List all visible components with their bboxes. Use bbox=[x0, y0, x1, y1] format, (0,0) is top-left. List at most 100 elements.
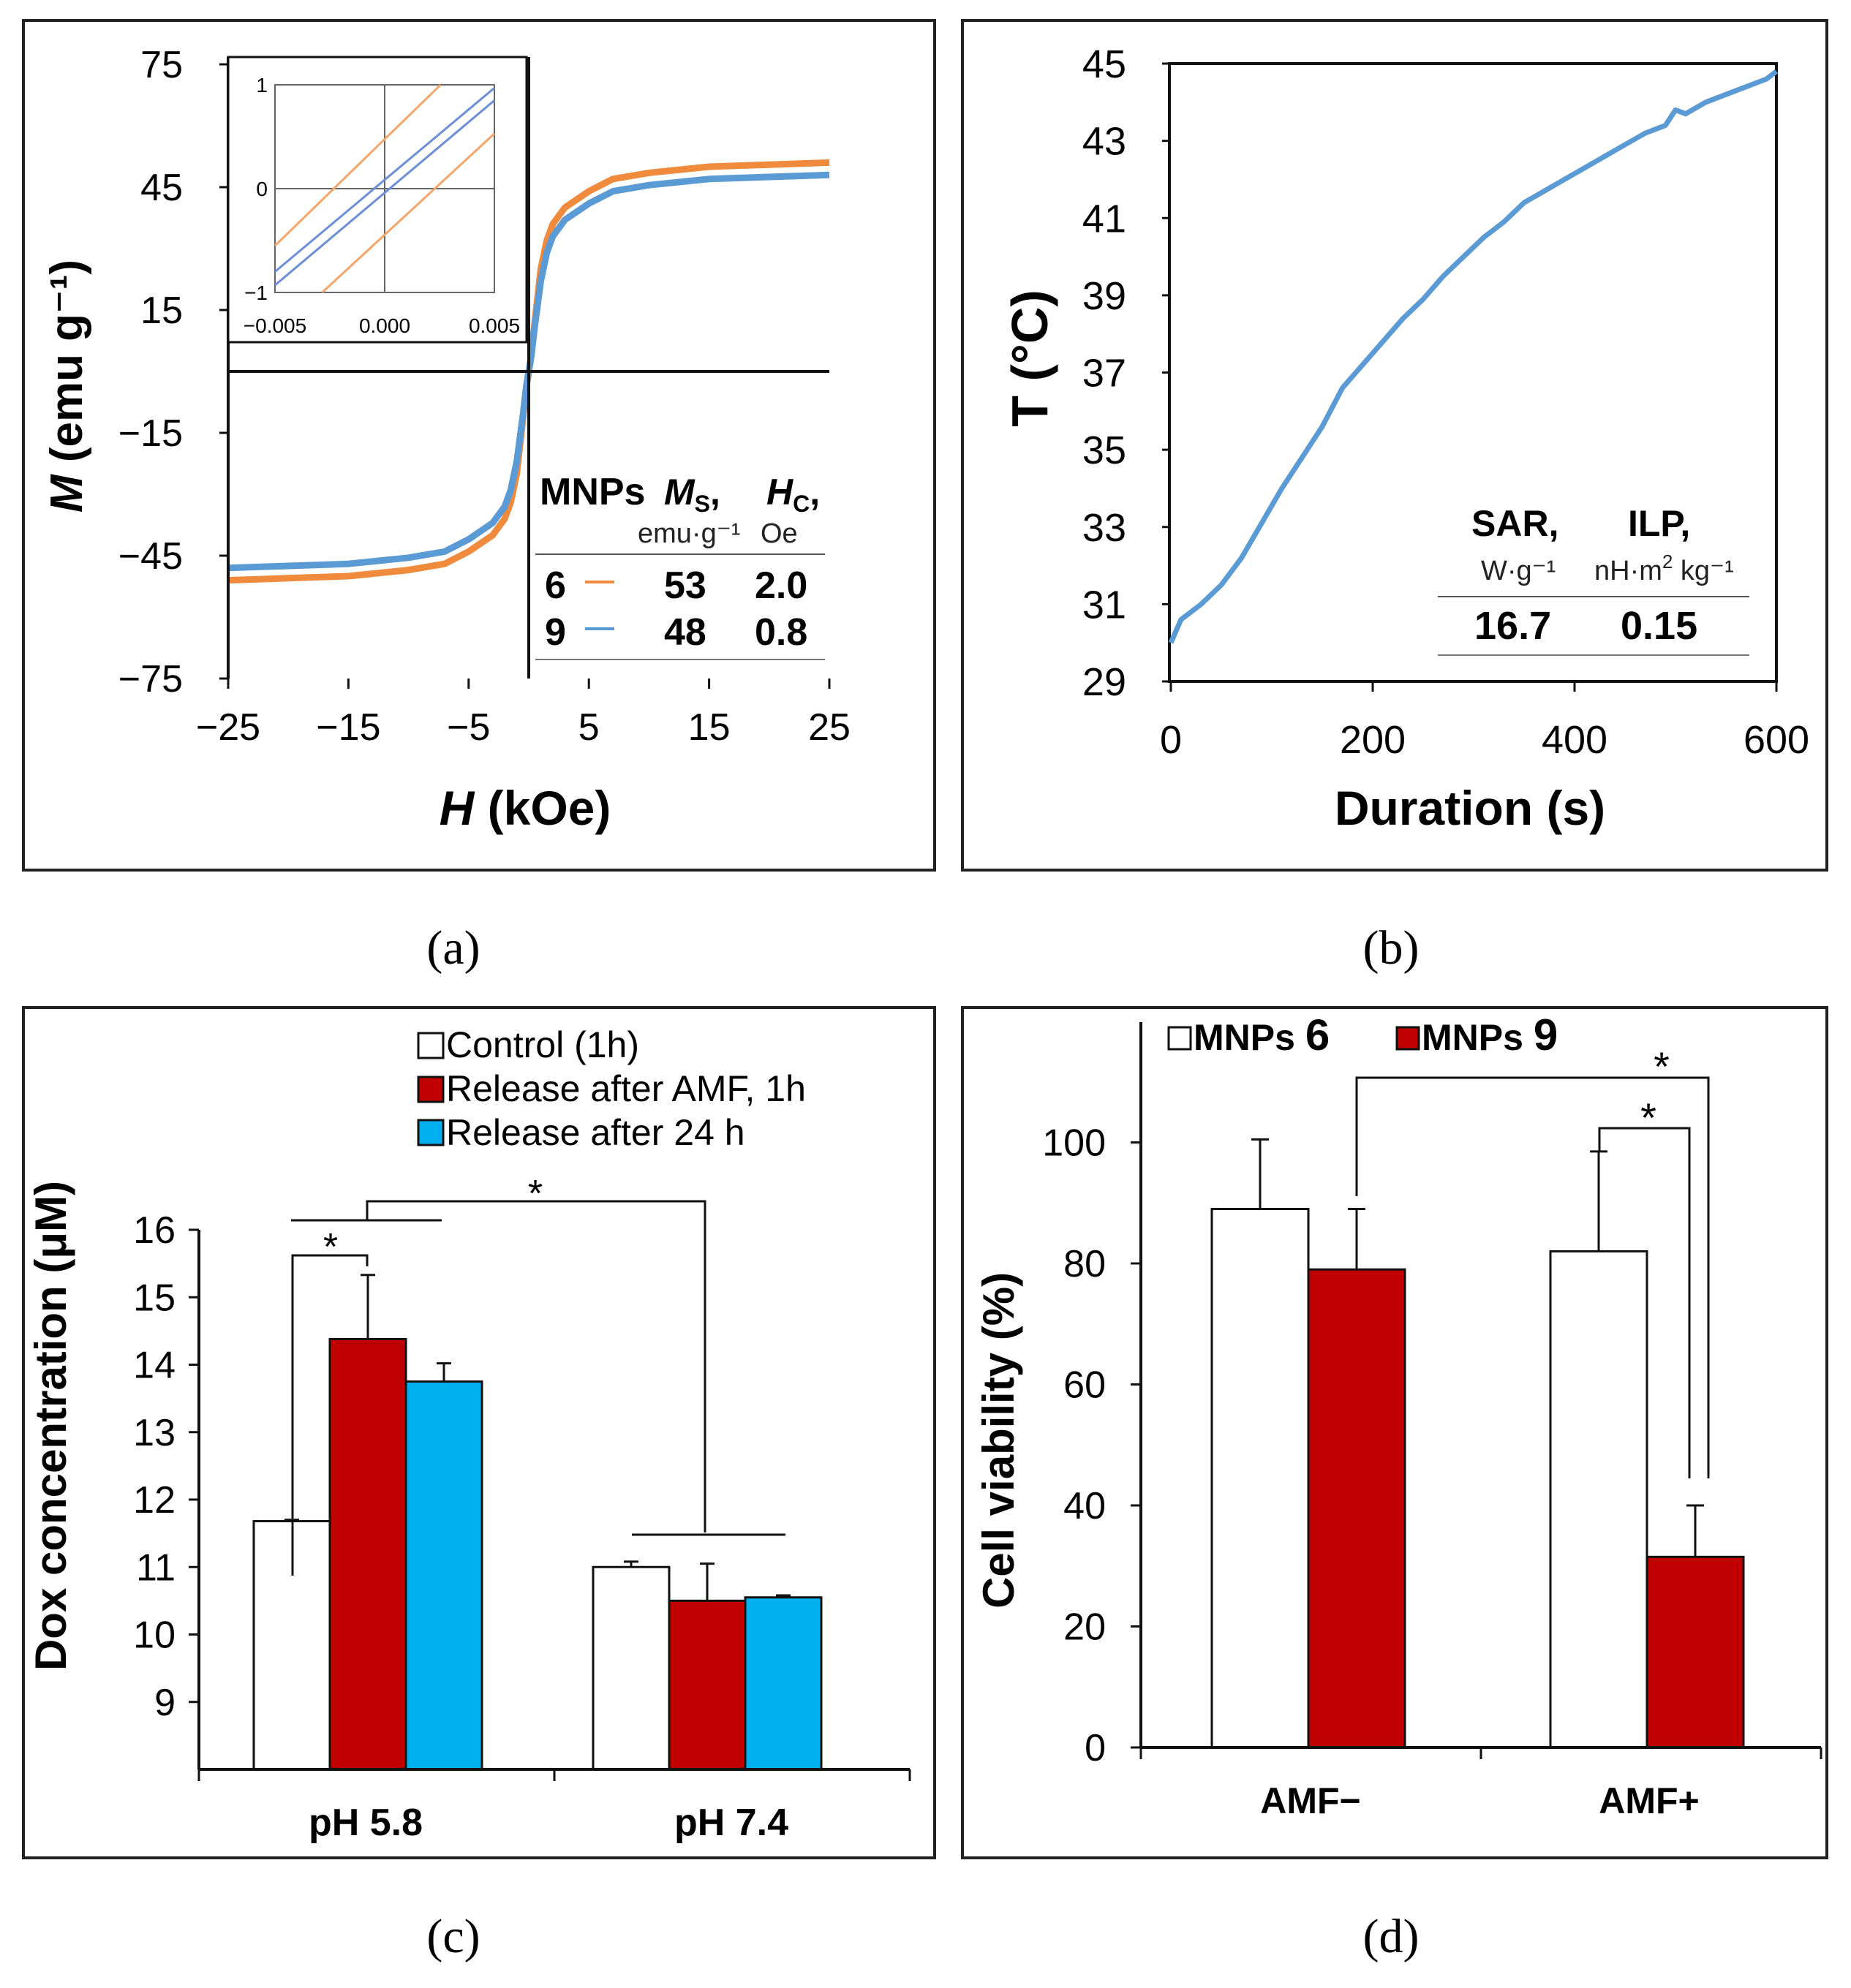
d-ylabel: Cell viability (%) bbox=[974, 1272, 1023, 1609]
c-bar bbox=[744, 1596, 823, 1771]
a-inset-x-tick-label: −0.005 bbox=[244, 314, 306, 337]
b-x-tick-label: 400 bbox=[1542, 718, 1607, 762]
c-axes: 16 15 14 13 12 11 10 9 pH 5.8 pH 7.4 bbox=[133, 1209, 911, 1844]
a-inset-series-line bbox=[274, 87, 495, 273]
b-series-group bbox=[1168, 69, 1779, 644]
b-y-tick-label: 35 bbox=[1082, 428, 1126, 472]
a-hc-sub: C bbox=[793, 491, 810, 517]
d-legend-num-0: 6 bbox=[1305, 1010, 1330, 1059]
a-hc-italic: H bbox=[766, 472, 793, 513]
a-y-tick-label: 75 bbox=[140, 44, 183, 86]
a-table: MNPs MS, HC, emu·g⁻¹ Oe 6 53 2.0 9 48 0.… bbox=[535, 471, 825, 660]
panel-a: −25 −15 −5 5 15 25 75 45 15 −15 −45 −75 −0.005 0.000… bbox=[22, 19, 936, 975]
b-y-tick-label: 43 bbox=[1082, 120, 1126, 164]
b-u2-sup: 2 bbox=[1662, 551, 1673, 572]
d-bar bbox=[1549, 1250, 1648, 1749]
b-table-v1: 16.7 bbox=[1474, 604, 1551, 648]
d-legend-swatch-1 bbox=[1395, 1026, 1420, 1051]
b-plot-frame bbox=[1168, 62, 1778, 683]
d-bracket-outer bbox=[1355, 1076, 1710, 1478]
d-y-tick-label: 40 bbox=[1063, 1485, 1106, 1527]
c-y-tick-label: 12 bbox=[133, 1479, 176, 1522]
a-inset-x-tick-label: 0.005 bbox=[469, 314, 520, 337]
a-table-header-hc: HC, bbox=[766, 472, 820, 517]
d-bar bbox=[1210, 1208, 1310, 1749]
a-x-tick-label: −15 bbox=[316, 706, 380, 749]
a-xlabel-rest: (kOe) bbox=[474, 781, 611, 835]
a-y-tick-label: 15 bbox=[140, 290, 183, 332]
a-y-tick-label: −75 bbox=[118, 658, 183, 700]
a-inset-series bbox=[274, 83, 496, 294]
b-table-u2: nH·m2 kg⁻¹ bbox=[1594, 551, 1734, 586]
c-legend-label-2: Release after 24 h bbox=[446, 1112, 745, 1153]
a-xlabel-italic: H bbox=[440, 781, 475, 835]
c-bar bbox=[328, 1337, 407, 1771]
a-table-header-mnps: MNPs bbox=[540, 471, 645, 513]
c-legend-swatch-0 bbox=[417, 1032, 445, 1059]
d-category-label: AMF− bbox=[1260, 1780, 1361, 1821]
b-y-tick-label: 41 bbox=[1082, 197, 1126, 241]
d-legend-swatch-0 bbox=[1167, 1026, 1192, 1051]
a-ms-comma: , bbox=[710, 472, 720, 513]
b-caption: (b) bbox=[1363, 921, 1420, 975]
a-table-unit-hc: Oe bbox=[761, 518, 798, 549]
a-table-unit-ms: emu·g⁻¹ bbox=[638, 518, 740, 549]
c-ylabel: Dox concentration (μM) bbox=[26, 1181, 75, 1671]
a-inset-series-line bbox=[321, 132, 496, 294]
c-bracket-inner bbox=[291, 1254, 369, 1576]
a-hc-comma: , bbox=[810, 472, 820, 513]
b-table-h2: ILP, bbox=[1628, 503, 1690, 544]
a-inset-y-tick-label: −1 bbox=[244, 281, 268, 304]
c-y-tick-label: 15 bbox=[133, 1277, 176, 1319]
c-bracket-outer bbox=[366, 1200, 706, 1532]
a-inset-series-line bbox=[274, 83, 442, 247]
d-legend-name-1: MNPs bbox=[1422, 1017, 1523, 1058]
c-bars bbox=[252, 1274, 823, 1771]
a-xlabel: H (kOe) bbox=[440, 781, 611, 835]
d-y-tick-label: 80 bbox=[1063, 1243, 1106, 1285]
a-ms-sub: S bbox=[695, 491, 710, 517]
d-caption: (d) bbox=[1363, 1910, 1420, 1963]
b-y-tick-label: 29 bbox=[1082, 660, 1126, 704]
c-bar bbox=[592, 1565, 671, 1771]
a-table-row-id-9: 9 bbox=[545, 611, 566, 654]
b-y-tick-label: 45 bbox=[1082, 42, 1126, 86]
a-inset-series-line bbox=[274, 99, 495, 287]
b-ylabel: T (°C) bbox=[1001, 290, 1058, 426]
a-inset-x-tick-label: 0.000 bbox=[359, 314, 410, 337]
d-legend-label-1: MNPs 9 bbox=[1422, 1010, 1558, 1059]
a-table-row-id-6: 6 bbox=[545, 564, 566, 607]
d-star-inner: * bbox=[1640, 1095, 1656, 1141]
a-inset-y-tick-label: 1 bbox=[256, 74, 268, 97]
a-table-row-hc-6: 2.0 bbox=[755, 564, 807, 607]
a-ticks: −25 −15 −5 5 15 25 75 45 15 −15 −45 −75 bbox=[118, 44, 851, 749]
b-x-tick-label: 200 bbox=[1340, 718, 1406, 762]
d-legend-name-0: MNPs bbox=[1194, 1017, 1295, 1058]
a-table-row-ms-9: 48 bbox=[664, 611, 706, 654]
b-xlabel: Duration (s) bbox=[1335, 781, 1605, 835]
b-y-tick-label: 39 bbox=[1082, 274, 1126, 318]
a-caption: (a) bbox=[426, 921, 480, 975]
a-table-header-ms: MS, bbox=[664, 472, 720, 517]
b-table-v2: 0.15 bbox=[1621, 604, 1697, 648]
b-table-h1: SAR, bbox=[1471, 503, 1558, 544]
a-y-tick-label: −15 bbox=[118, 412, 183, 455]
d-significance: * * bbox=[1355, 1043, 1710, 1478]
a-y-tick-label: −45 bbox=[118, 535, 183, 578]
a-ylabel-italic: M bbox=[42, 474, 92, 513]
c-legend-label-0: Control (1h) bbox=[446, 1024, 639, 1065]
a-y-tick-label: 45 bbox=[140, 167, 183, 209]
d-legend-label-0: MNPs 6 bbox=[1194, 1010, 1330, 1059]
b-y-tick-label: 31 bbox=[1082, 583, 1126, 627]
d-y-tick-label: 0 bbox=[1085, 1727, 1106, 1769]
a-ylabel-rest: (emu g⁻¹) bbox=[42, 260, 92, 475]
d-y-tick-label: 100 bbox=[1042, 1122, 1106, 1165]
d-bars bbox=[1210, 1138, 1745, 1749]
d-star-outer: * bbox=[1654, 1043, 1670, 1089]
panel-d-frame bbox=[961, 1006, 1828, 1859]
d-bar bbox=[1645, 1555, 1745, 1749]
a-x-tick-label: 5 bbox=[578, 706, 600, 749]
a-x-tick-label: 25 bbox=[808, 706, 851, 749]
d-axes: 100 80 60 40 20 0 AMF− AMF+ bbox=[1042, 1022, 1822, 1821]
